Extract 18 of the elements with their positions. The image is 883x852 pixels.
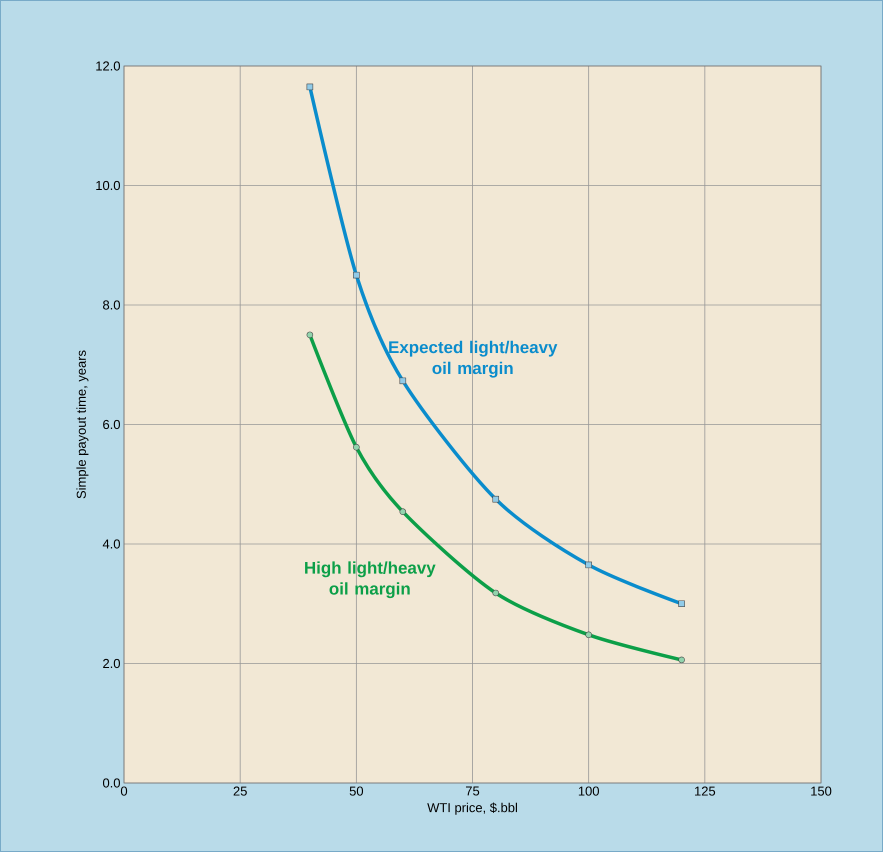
x-tick-label: 0 bbox=[120, 786, 128, 796]
y-tick-label: 8.0 bbox=[103, 300, 120, 310]
x-tick-label: 50 bbox=[350, 786, 364, 796]
x-tick-label: 125 bbox=[695, 786, 716, 796]
series-label: High light/heavy oil margin bbox=[305, 561, 436, 598]
y-tick-label: 10.0 bbox=[96, 180, 120, 190]
x-tick-label: 150 bbox=[811, 786, 832, 796]
x-tick-label: 100 bbox=[578, 786, 599, 796]
y-tick-label: 12.0 bbox=[96, 61, 120, 71]
series-label: Expected light/heavy oil margin bbox=[389, 340, 558, 378]
y-tick-label: 6.0 bbox=[103, 420, 120, 430]
x-tick-label: 75 bbox=[466, 786, 480, 796]
y-tick-label: 2.0 bbox=[103, 658, 120, 668]
x-axis-title: WTI price, $.bbl bbox=[427, 802, 517, 815]
y-axis-title: Simple payout time, years bbox=[76, 350, 88, 498]
y-tick-label: 4.0 bbox=[102, 539, 120, 549]
x-tick-label: 25 bbox=[234, 786, 247, 796]
y-tick-label: 0.0 bbox=[102, 778, 120, 788]
